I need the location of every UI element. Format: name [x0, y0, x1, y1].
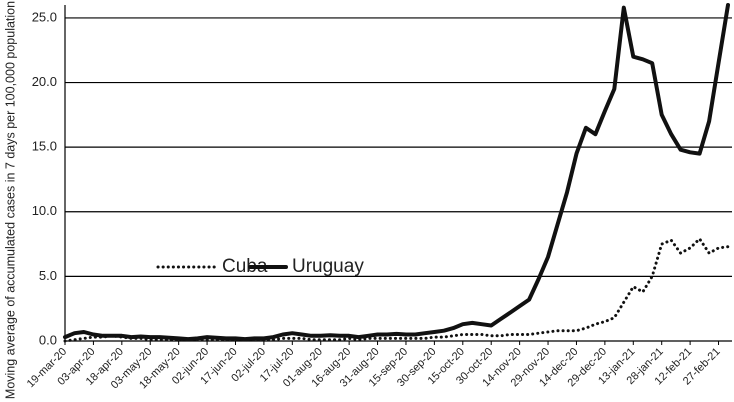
y-tick-label: 10.0 — [32, 203, 57, 218]
y-axis-label: Moving average of accumulated cases in 7… — [3, 1, 17, 399]
series-line — [63, 3, 730, 342]
y-tick-label: 0.0 — [39, 332, 57, 347]
legend-label: Uruguay — [292, 256, 364, 277]
y-tick-label: 20.0 — [32, 74, 57, 89]
y-tick-label: 5.0 — [39, 268, 57, 283]
series-line — [63, 237, 730, 343]
legend-label: Cuba — [222, 256, 268, 277]
y-tick-label: 25.0 — [32, 9, 57, 24]
y-tick-label: 15.0 — [32, 139, 57, 154]
